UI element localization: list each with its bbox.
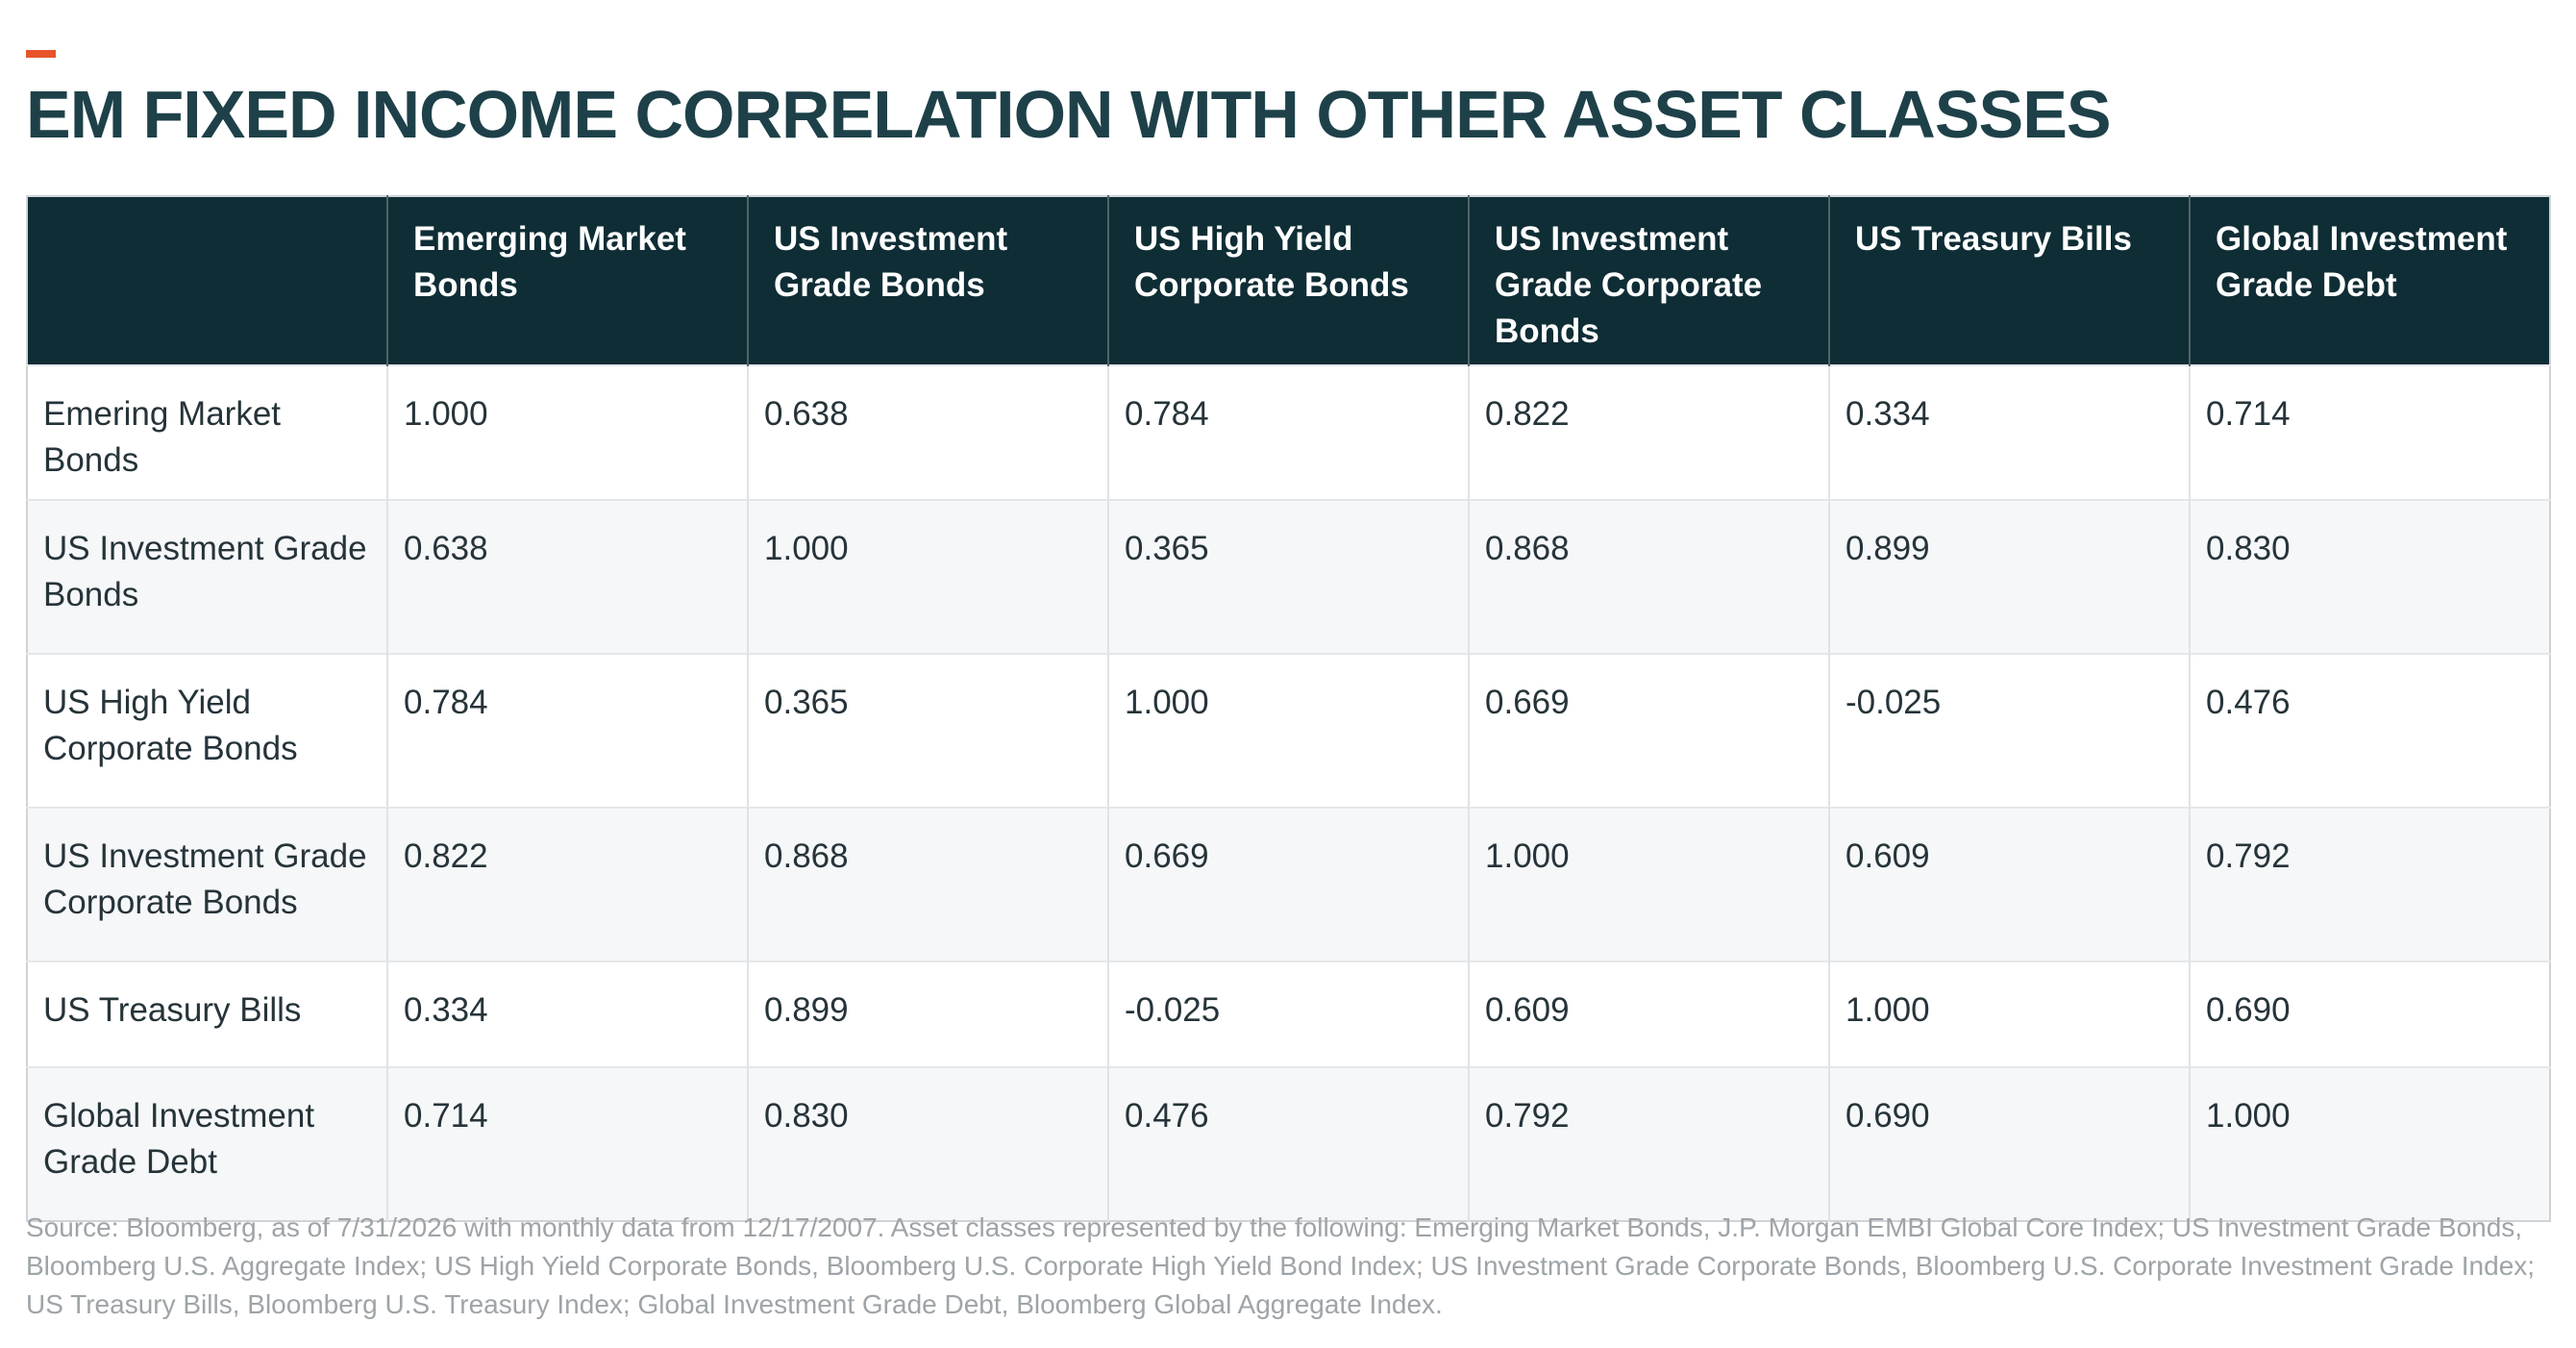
table-cell: 0.365	[747, 653, 1108, 808]
table-cell: 0.334	[386, 961, 748, 1067]
table-cell: 0.334	[1828, 364, 2190, 500]
header-cell-corner	[27, 196, 387, 365]
table-cell: 1.000	[1828, 961, 2190, 1067]
table-cell: 0.868	[1468, 499, 1829, 654]
table-cell: 1.000	[1468, 807, 1829, 961]
header-cell: US High Yield Corporate Bonds	[1107, 196, 1469, 365]
correlation-table-container: Emerging Market Bonds US Investment Grad…	[26, 195, 2551, 1222]
table-cell: 0.690	[1828, 1066, 2190, 1221]
table-cell: 0.830	[747, 1066, 1108, 1221]
table-cell: 0.669	[1107, 807, 1469, 961]
row-label: US Treasury Bills	[27, 961, 387, 1067]
row-label: Emering Market Bonds	[27, 364, 387, 500]
table-cell: 0.690	[2189, 961, 2550, 1067]
table-cell: 0.609	[1468, 961, 1829, 1067]
table-cell: 0.792	[1468, 1066, 1829, 1221]
header-cell: Global Investment Grade Debt	[2189, 196, 2550, 365]
table-cell: 0.899	[747, 961, 1108, 1067]
table-cell: 1.000	[386, 364, 748, 500]
page-title: EM FIXED INCOME CORRELATION WITH OTHER A…	[26, 77, 2112, 152]
table-cell: 0.609	[1828, 807, 2190, 961]
table-cell: 0.868	[747, 807, 1108, 961]
table-cell: -0.025	[1828, 653, 2190, 808]
row-label: US High Yield Corporate Bonds	[27, 653, 387, 808]
table-cell: 0.476	[2189, 653, 2550, 808]
table-cell: 0.822	[1468, 364, 1829, 500]
header-cell: US Investment Grade Corporate Bonds	[1468, 196, 1829, 365]
table-cell: 0.822	[386, 807, 748, 961]
header-cell: Emerging Market Bonds	[386, 196, 748, 365]
table-cell: 0.899	[1828, 499, 2190, 654]
row-label: US Investment Grade Bonds	[27, 499, 387, 654]
table-cell: -0.025	[1107, 961, 1469, 1067]
header-cell: US Investment Grade Bonds	[747, 196, 1108, 365]
table-cell: 0.714	[386, 1066, 748, 1221]
table-row: US High Yield Corporate Bonds 0.784 0.36…	[27, 653, 2550, 808]
table-cell: 0.638	[386, 499, 748, 654]
table-cell: 0.714	[2189, 364, 2550, 500]
header-row: Emerging Market Bonds US Investment Grad…	[27, 196, 2550, 365]
table-cell: 0.830	[2189, 499, 2550, 654]
table-cell: 0.784	[1107, 364, 1469, 500]
table-cell: 0.792	[2189, 807, 2550, 961]
table-cell: 0.669	[1468, 653, 1829, 808]
table-cell: 1.000	[2189, 1066, 2550, 1221]
correlation-table: Emerging Market Bonds US Investment Grad…	[26, 195, 2551, 1222]
table-cell: 0.784	[386, 653, 748, 808]
table-cell: 0.365	[1107, 499, 1469, 654]
table-cell: 1.000	[1107, 653, 1469, 808]
table-cell: 1.000	[747, 499, 1108, 654]
table-row: US Investment Grade Corporate Bonds 0.82…	[27, 807, 2550, 961]
table-row: US Treasury Bills 0.334 0.899 -0.025 0.6…	[27, 961, 2550, 1067]
table-row: US Investment Grade Bonds 0.638 1.000 0.…	[27, 499, 2550, 654]
row-label: Global Investment Grade Debt	[27, 1066, 387, 1221]
source-note: Source: Bloomberg, as of 7/31/2026 with …	[26, 1212, 2536, 1319]
header-cell: US Treasury Bills	[1828, 196, 2190, 365]
accent-bar	[26, 50, 56, 58]
table-row: Emering Market Bonds 1.000 0.638 0.784 0…	[27, 364, 2550, 500]
table-cell: 0.476	[1107, 1066, 1469, 1221]
table-cell: 0.638	[747, 364, 1108, 500]
table-row: Global Investment Grade Debt 0.714 0.830…	[27, 1066, 2550, 1221]
row-label: US Investment Grade Corporate Bonds	[27, 807, 387, 961]
